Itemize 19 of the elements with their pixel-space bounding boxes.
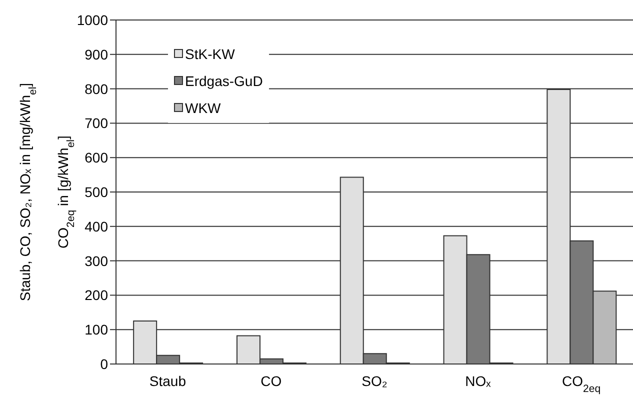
legend-label: Erdgas-GuD xyxy=(185,72,263,88)
y-tick-label: 600 xyxy=(84,150,108,166)
y-tick-label: 700 xyxy=(84,115,108,132)
x-tick-label: SO₂ xyxy=(362,373,388,389)
legend-label: WKW xyxy=(185,100,221,116)
y-tick-label: 200 xyxy=(84,287,108,304)
y-tick-label: 900 xyxy=(84,46,108,62)
y-tick-label: 1000 xyxy=(76,12,108,28)
legend-label: StK-KW xyxy=(185,46,235,62)
y-tick-label: 100 xyxy=(84,322,108,338)
x-tick-label: NOₓ xyxy=(465,373,492,389)
x-tick-label: CO xyxy=(260,373,282,389)
x-tick-label: Staub xyxy=(149,373,186,389)
y-tick-label: 400 xyxy=(84,218,108,234)
x-tick-label: CO$_{2eq}$ xyxy=(562,373,601,395)
y-tick-label: 500 xyxy=(84,184,108,200)
y-tick-label: 800 xyxy=(84,80,108,97)
y-tick-label: 300 xyxy=(84,252,108,269)
y-tick-label: 0 xyxy=(100,356,108,372)
